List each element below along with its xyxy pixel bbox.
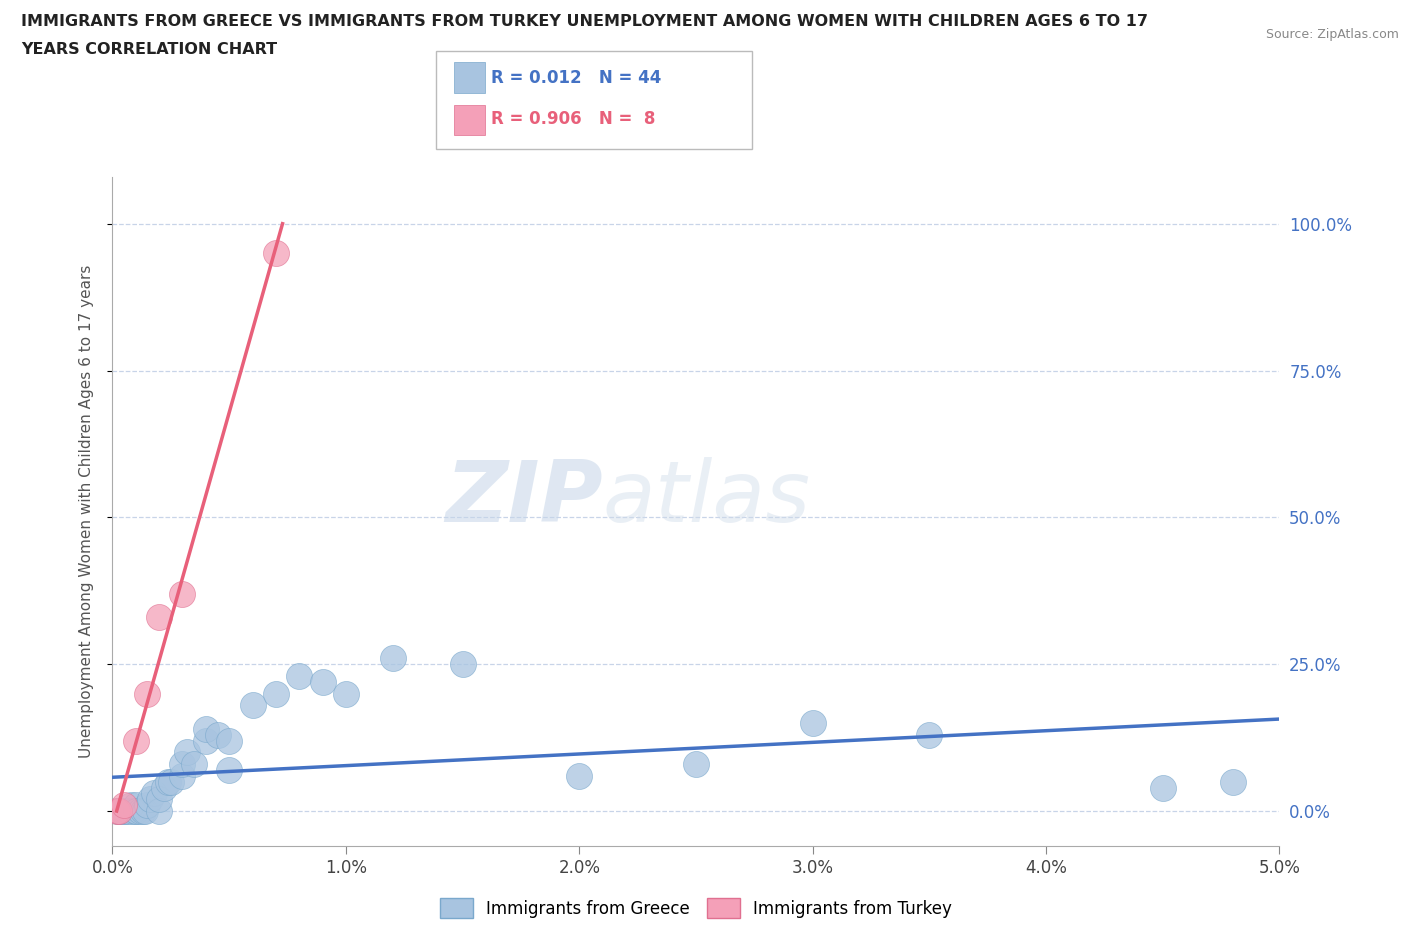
Text: YEARS CORRELATION CHART: YEARS CORRELATION CHART xyxy=(21,42,277,57)
Point xyxy=(125,798,148,813)
Point xyxy=(264,246,287,260)
Point xyxy=(264,686,287,701)
Point xyxy=(125,733,148,748)
Point xyxy=(112,798,135,813)
Point xyxy=(176,745,198,760)
Point xyxy=(108,804,131,818)
Point xyxy=(288,669,311,684)
Text: IMMIGRANTS FROM GREECE VS IMMIGRANTS FROM TURKEY UNEMPLOYMENT AMONG WOMEN WITH C: IMMIGRANTS FROM GREECE VS IMMIGRANTS FRO… xyxy=(21,14,1149,29)
Point xyxy=(157,775,180,790)
Point xyxy=(112,804,135,818)
Text: ZIP: ZIP xyxy=(444,457,603,539)
Point xyxy=(207,727,229,742)
Point xyxy=(108,804,131,818)
Point xyxy=(125,804,148,818)
Point xyxy=(218,763,240,777)
Point xyxy=(139,791,162,806)
Point xyxy=(1222,775,1244,790)
Y-axis label: Unemployment Among Women with Children Ages 6 to 17 years: Unemployment Among Women with Children A… xyxy=(79,265,94,758)
Point xyxy=(242,698,264,712)
Point xyxy=(172,586,194,601)
Point xyxy=(311,674,333,689)
Point xyxy=(1152,780,1174,795)
Point xyxy=(183,757,205,772)
Point xyxy=(132,804,155,818)
Point xyxy=(120,798,142,813)
Text: R = 0.906   N =  8: R = 0.906 N = 8 xyxy=(491,111,655,128)
Point xyxy=(148,610,170,625)
Point xyxy=(801,715,824,730)
Point xyxy=(381,651,404,666)
Point xyxy=(122,804,145,818)
Point xyxy=(105,804,128,818)
Point xyxy=(172,768,194,783)
Point xyxy=(129,804,152,818)
Point xyxy=(918,727,941,742)
Point xyxy=(136,686,159,701)
Text: atlas: atlas xyxy=(603,457,811,539)
Point xyxy=(115,804,138,818)
Point xyxy=(335,686,357,701)
Point xyxy=(148,804,170,818)
Point xyxy=(194,733,217,748)
Point xyxy=(194,722,217,737)
Point xyxy=(134,804,156,818)
Point xyxy=(218,733,240,748)
Point xyxy=(136,798,159,813)
Point xyxy=(451,657,474,671)
Point xyxy=(105,804,128,818)
Point xyxy=(172,757,194,772)
Text: Source: ZipAtlas.com: Source: ZipAtlas.com xyxy=(1265,28,1399,41)
Point xyxy=(160,775,183,790)
Point xyxy=(118,804,141,818)
Point xyxy=(111,804,134,818)
Text: R = 0.012   N = 44: R = 0.012 N = 44 xyxy=(491,69,661,86)
Point xyxy=(568,768,591,783)
Point xyxy=(143,786,166,801)
Point xyxy=(125,804,148,818)
Point xyxy=(148,791,170,806)
Point xyxy=(685,757,707,772)
Legend: Immigrants from Greece, Immigrants from Turkey: Immigrants from Greece, Immigrants from … xyxy=(433,891,959,925)
Point xyxy=(153,780,176,795)
